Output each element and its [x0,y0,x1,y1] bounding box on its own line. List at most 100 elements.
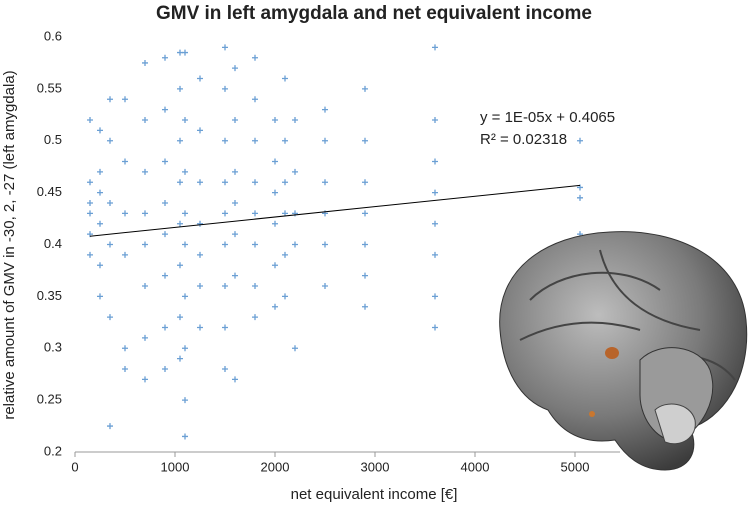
x-tick-label: 3000 [361,459,390,474]
data-point [97,220,103,227]
data-point [122,158,128,165]
data-point [162,200,168,206]
data-point [142,283,148,289]
data-point [232,231,238,238]
data-point [282,251,288,258]
data-point [177,314,183,321]
data-point [142,59,148,66]
data-point [252,283,258,289]
data-point [197,220,203,227]
x-tick-label: 5000 [561,459,590,474]
x-tick-label: 2000 [261,459,290,474]
chart-title: GMV in left amygdala and net equivalent … [156,3,592,24]
data-point [87,210,93,217]
data-point [362,272,368,279]
data-point [97,293,103,300]
brain-image [499,231,748,471]
data-point [107,137,113,144]
x-tick-label: 0 [71,459,78,474]
data-point [182,397,188,404]
data-point [252,54,258,61]
data-point [232,272,238,279]
data-point [322,137,328,144]
data-point [177,179,183,186]
data-point [162,231,168,238]
data-point [222,324,228,331]
trendline [89,184,581,237]
data-point [432,189,438,196]
data-point [232,168,238,175]
data-point [182,49,188,56]
data-point [362,85,368,92]
data-point [182,168,188,175]
data-point [222,179,228,186]
data-point [292,241,298,248]
data-point [122,251,128,258]
data-point [292,345,298,352]
data-point [362,137,368,144]
data-point [97,168,103,175]
data-point [222,137,228,144]
data-point [97,127,103,134]
y-tick-label: 0.35 [37,288,62,303]
data-point [222,210,228,217]
data-point [87,251,93,258]
data-point [87,179,93,186]
data-point [197,179,203,186]
x-tick-label: 4000 [461,459,490,474]
data-point [197,283,203,289]
data-point [142,168,148,175]
trendline-equation: y = 1E-05x + 0.4065 [480,109,615,126]
data-point [97,189,103,196]
data-point [177,137,183,144]
data-point [432,324,438,331]
data-point [162,106,168,113]
data-point [252,179,258,186]
data-point [432,293,438,300]
y-axis-label: relative amount of GMV in -30, 2, -27 (l… [1,70,18,419]
data-point [282,293,288,300]
data-point [177,262,183,269]
y-tick-label: 0.45 [37,184,62,199]
data-point [162,54,168,61]
data-point [182,293,188,300]
data-point [177,85,183,92]
data-point [362,179,368,186]
data-point [122,96,128,103]
data-point [222,44,228,51]
data-point [222,241,228,248]
data-point [232,200,238,206]
y-tick-label: 0.5 [44,132,62,147]
data-point [122,366,128,372]
data-point [252,96,258,103]
data-point [142,376,148,383]
data-point [282,75,288,82]
data-point [182,241,188,248]
data-point [222,283,228,289]
data-point [362,303,368,310]
data-point [282,210,288,217]
data-point [322,179,328,186]
data-point [362,210,368,217]
data-point [322,283,328,289]
data-point [432,158,438,165]
data-point [197,251,203,258]
x-axis-label: net equivalent income [€] [291,486,458,503]
data-point [432,251,438,258]
data-point [197,127,203,134]
data-point [87,117,93,123]
data-point [107,423,113,430]
data-point [122,345,128,352]
data-point [272,262,278,269]
data-point [577,137,583,144]
data-point [177,220,183,227]
data-point [252,314,258,321]
data-point [282,137,288,144]
data-point [162,272,168,279]
data-point [322,241,328,248]
y-tick-label: 0.55 [37,80,62,95]
data-point [292,168,298,175]
data-point [232,65,238,72]
data-point [252,241,258,248]
